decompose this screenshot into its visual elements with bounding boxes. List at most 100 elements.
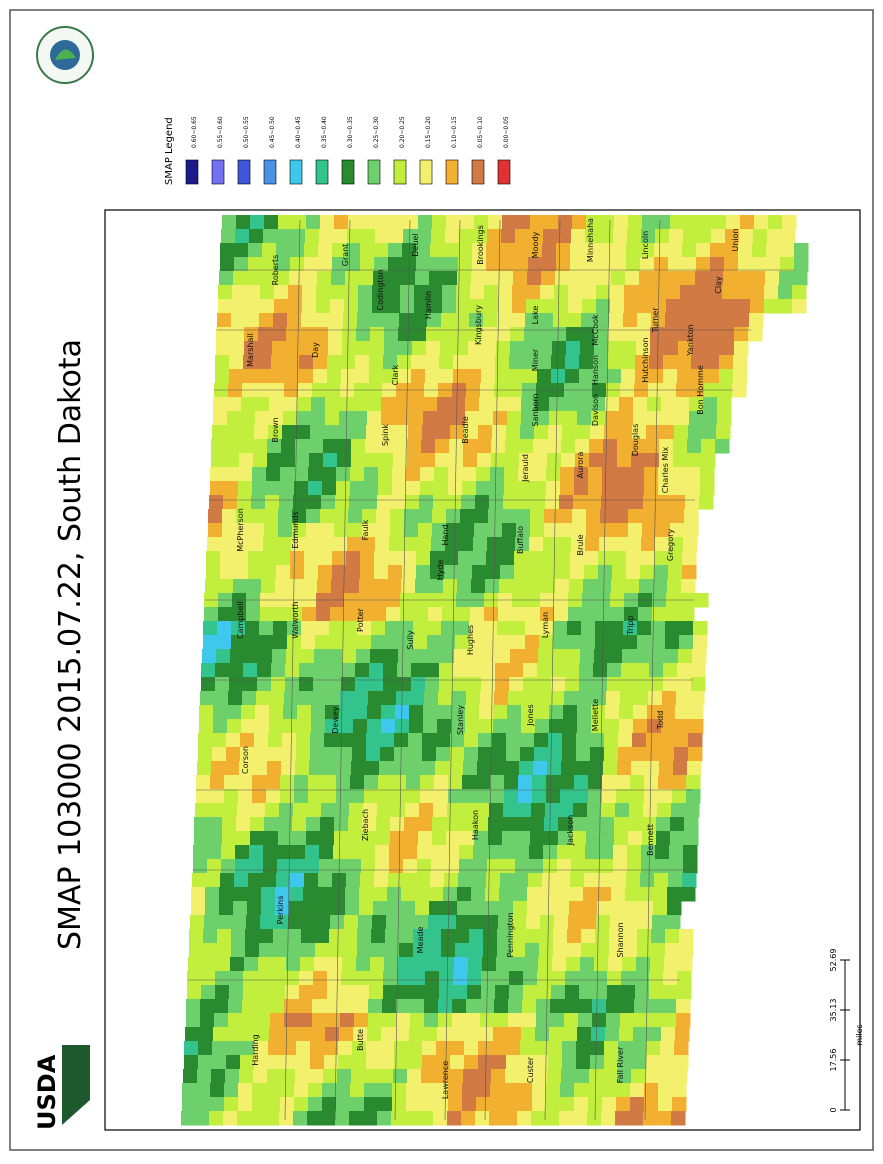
- county-line: [284, 219, 301, 1121]
- raster-cell: [677, 369, 692, 384]
- raster-cell: [605, 719, 620, 734]
- raster-cell: [299, 369, 314, 384]
- raster-cell: [578, 1013, 593, 1028]
- raster-cell: [240, 747, 255, 762]
- raster-cell: [725, 229, 740, 244]
- raster-cell: [309, 439, 324, 454]
- raster-cell: [398, 957, 413, 972]
- raster-cell: [585, 845, 600, 860]
- raster-cell: [320, 831, 335, 846]
- raster-cell: [579, 985, 594, 1000]
- raster-cell: [246, 607, 261, 622]
- raster-cell: [436, 425, 451, 440]
- legend-label: 0.30~0.35: [347, 116, 354, 148]
- raster-cell: [307, 1111, 322, 1126]
- raster-cell: [544, 509, 559, 524]
- raster-cell: [407, 1069, 422, 1084]
- raster-cell: [534, 425, 549, 440]
- raster-cell: [233, 579, 248, 594]
- raster-cell: [362, 831, 377, 846]
- raster-cell: [631, 439, 646, 454]
- raster-cell: [327, 985, 342, 1000]
- raster-cell: [281, 1069, 296, 1084]
- raster-cell: [606, 1013, 621, 1028]
- raster-cell: [341, 369, 356, 384]
- raster-cell: [193, 845, 208, 860]
- raster-cell: [681, 271, 696, 286]
- raster-cell: [532, 789, 547, 804]
- raster-cell: [374, 873, 389, 888]
- raster-cell: [520, 1055, 535, 1070]
- raster-cell: [677, 677, 692, 692]
- raster-cell: [611, 579, 626, 594]
- raster-cell: [676, 691, 691, 706]
- raster-cell: [583, 579, 598, 594]
- raster-cell: [404, 817, 419, 832]
- raster-cell: [514, 243, 529, 258]
- raster-cell: [614, 831, 629, 846]
- raster-cell: [635, 971, 650, 986]
- raster-cell: [269, 705, 284, 720]
- raster-cell: [231, 943, 246, 958]
- raster-cell: [446, 831, 461, 846]
- raster-cell: [495, 369, 510, 384]
- county-label: Clay: [714, 276, 723, 294]
- raster-cell: [363, 803, 378, 818]
- raster-cell: [273, 929, 288, 944]
- raster-cell: [626, 257, 641, 272]
- raster-cell: [491, 1069, 506, 1084]
- raster-cell: [507, 719, 522, 734]
- raster-cell: [533, 439, 548, 454]
- raster-cell: [663, 663, 678, 678]
- raster-cell: [340, 1013, 355, 1028]
- county-label: Sully: [406, 630, 415, 650]
- raster-cell: [618, 733, 633, 748]
- raster-cell: [454, 957, 469, 972]
- county-label: Campbell: [236, 601, 245, 639]
- raster-cell: [572, 831, 587, 846]
- raster-cell: [326, 1013, 341, 1028]
- raster-cell: [630, 467, 645, 482]
- raster-cell: [550, 999, 565, 1014]
- raster-cell: [465, 1027, 480, 1042]
- raster-cell: [572, 215, 587, 230]
- raster-cell: [642, 523, 657, 538]
- raster-cell: [496, 327, 511, 342]
- raster-cell: [458, 873, 473, 888]
- raster-cell: [299, 985, 314, 1000]
- raster-cell: [668, 551, 683, 566]
- raster-cell: [528, 257, 543, 272]
- raster-cell: [662, 691, 677, 706]
- raster-cell: [478, 747, 493, 762]
- raster-cell: [500, 243, 515, 258]
- raster-cell: [245, 929, 260, 944]
- raster-cell: [644, 789, 659, 804]
- raster-cell: [458, 243, 473, 258]
- raster-cell: [609, 943, 624, 958]
- raster-cell: [668, 565, 683, 580]
- raster-cell: [506, 1055, 521, 1070]
- raster-cell: [204, 607, 219, 622]
- raster-cell: [333, 229, 348, 244]
- raster-cell: [584, 873, 599, 888]
- raster-cell: [306, 831, 321, 846]
- raster-cell: [357, 929, 372, 944]
- raster-cell: [621, 369, 636, 384]
- raster-cell: [378, 1083, 393, 1098]
- raster-cell: [370, 327, 385, 342]
- raster-cell: [451, 411, 466, 426]
- raster-cell: [235, 229, 250, 244]
- raster-cell: [497, 621, 512, 636]
- raster-cell: [220, 243, 235, 258]
- raster-cell: [595, 929, 610, 944]
- raster-cell: [220, 565, 235, 580]
- raster-cell: [558, 523, 573, 538]
- raster-cell: [357, 635, 372, 650]
- raster-cell: [542, 257, 557, 272]
- county-label: Marshall: [246, 333, 255, 367]
- raster-cell: [496, 649, 511, 664]
- raster-cell: [336, 789, 351, 804]
- raster-cell: [658, 775, 673, 790]
- raster-cell: [387, 271, 402, 286]
- raster-cell: [553, 943, 568, 958]
